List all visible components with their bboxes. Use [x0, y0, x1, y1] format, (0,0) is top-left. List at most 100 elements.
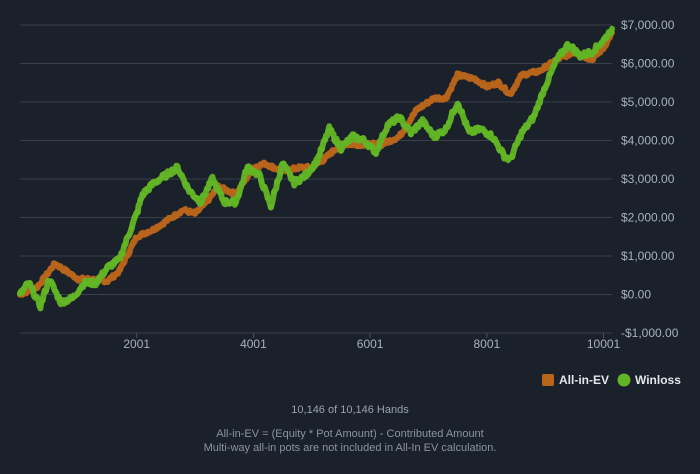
series-point — [296, 179, 303, 185]
y-tick-label: $0.00 — [621, 288, 651, 302]
y-tick-label: $6,000.00 — [621, 57, 675, 71]
series-point — [500, 150, 507, 157]
series-point — [445, 91, 451, 97]
series-point — [514, 78, 521, 85]
series-point — [52, 288, 59, 295]
legend-label: All-in-EV — [559, 373, 609, 387]
series-point — [20, 286, 27, 293]
series-point — [376, 144, 383, 151]
series-point — [47, 265, 54, 272]
series-point — [404, 123, 411, 130]
y-tick-label: $3,000.00 — [621, 172, 675, 186]
x-tick-label: 4001 — [240, 337, 267, 351]
series-point — [337, 147, 344, 154]
hands-count-label: 10,146 of 10,146 Hands — [291, 404, 409, 416]
series-point — [448, 86, 455, 93]
series-point — [194, 195, 201, 202]
series-point — [283, 165, 290, 172]
series-point — [511, 85, 518, 92]
series-point — [334, 141, 341, 148]
series-point — [122, 240, 129, 247]
series-point — [39, 297, 46, 304]
series-point — [509, 154, 516, 160]
series-point — [178, 172, 185, 179]
series-point — [541, 85, 548, 92]
series-point — [430, 130, 437, 137]
series-point — [315, 153, 322, 159]
series-point — [57, 263, 64, 270]
series-point — [493, 140, 500, 147]
series-point — [264, 195, 271, 202]
series-point — [534, 105, 541, 111]
series-point — [481, 128, 488, 135]
series-point — [328, 127, 335, 133]
series-point — [42, 288, 49, 295]
series-point — [140, 192, 147, 199]
series-point — [201, 193, 207, 200]
series-point — [49, 280, 56, 287]
series-point — [544, 80, 551, 87]
series-point — [539, 67, 546, 73]
series-point — [74, 290, 81, 297]
series-point — [462, 120, 468, 127]
series-point — [204, 197, 211, 204]
series-point — [592, 48, 598, 55]
series-point — [236, 191, 242, 198]
series-point — [93, 279, 100, 285]
series-point — [410, 111, 417, 118]
series-point — [547, 70, 554, 77]
multiway-note: Multi-way all-in pots are not included i… — [203, 442, 497, 454]
series-point — [455, 102, 462, 109]
series-point — [128, 224, 135, 231]
series-point — [550, 63, 557, 70]
legend-marker-circle — [617, 373, 631, 387]
series-point — [204, 185, 211, 192]
series-point — [242, 168, 249, 175]
series-point — [255, 171, 262, 178]
series-point — [195, 207, 202, 214]
series-point — [560, 47, 567, 54]
y-tick-label: $4,000.00 — [621, 134, 675, 148]
series-point — [515, 136, 522, 142]
series-point — [588, 56, 595, 63]
series-point — [495, 78, 502, 85]
y-tick-label: $7,000.00 — [621, 18, 675, 32]
series-point — [582, 52, 589, 59]
series-point — [331, 137, 338, 144]
legend-label: Winloss — [635, 373, 681, 387]
series-point — [26, 280, 33, 286]
series-point — [104, 279, 111, 285]
series-point — [446, 119, 453, 126]
series-point — [607, 29, 614, 36]
series-point — [274, 178, 281, 185]
series-point — [471, 129, 478, 136]
series-point — [117, 266, 124, 273]
series-point — [271, 189, 277, 196]
series-point — [216, 189, 223, 196]
y-tick-label: -$1,000.00 — [621, 326, 679, 340]
series-point — [439, 130, 446, 137]
series-point — [433, 134, 440, 141]
x-tick-label: 8001 — [473, 337, 500, 351]
x-tick-label: 6001 — [357, 337, 384, 351]
series-point — [129, 241, 136, 248]
series-point — [531, 112, 538, 119]
series-point — [29, 285, 36, 292]
series-point — [110, 274, 117, 281]
series-point — [134, 209, 141, 216]
series-point — [487, 130, 494, 137]
series-point — [398, 115, 405, 121]
series-point — [407, 131, 414, 138]
x-tick-label: 10001 — [587, 337, 621, 351]
series-point — [277, 169, 284, 176]
series-point — [103, 266, 110, 273]
series-point — [160, 221, 167, 228]
series-point — [309, 166, 316, 173]
series-point — [572, 46, 579, 53]
series-point — [207, 193, 214, 200]
y-tick-label: $1,000.00 — [621, 249, 675, 263]
series-point — [537, 93, 544, 100]
series-point — [318, 146, 325, 153]
series-point — [261, 183, 268, 190]
